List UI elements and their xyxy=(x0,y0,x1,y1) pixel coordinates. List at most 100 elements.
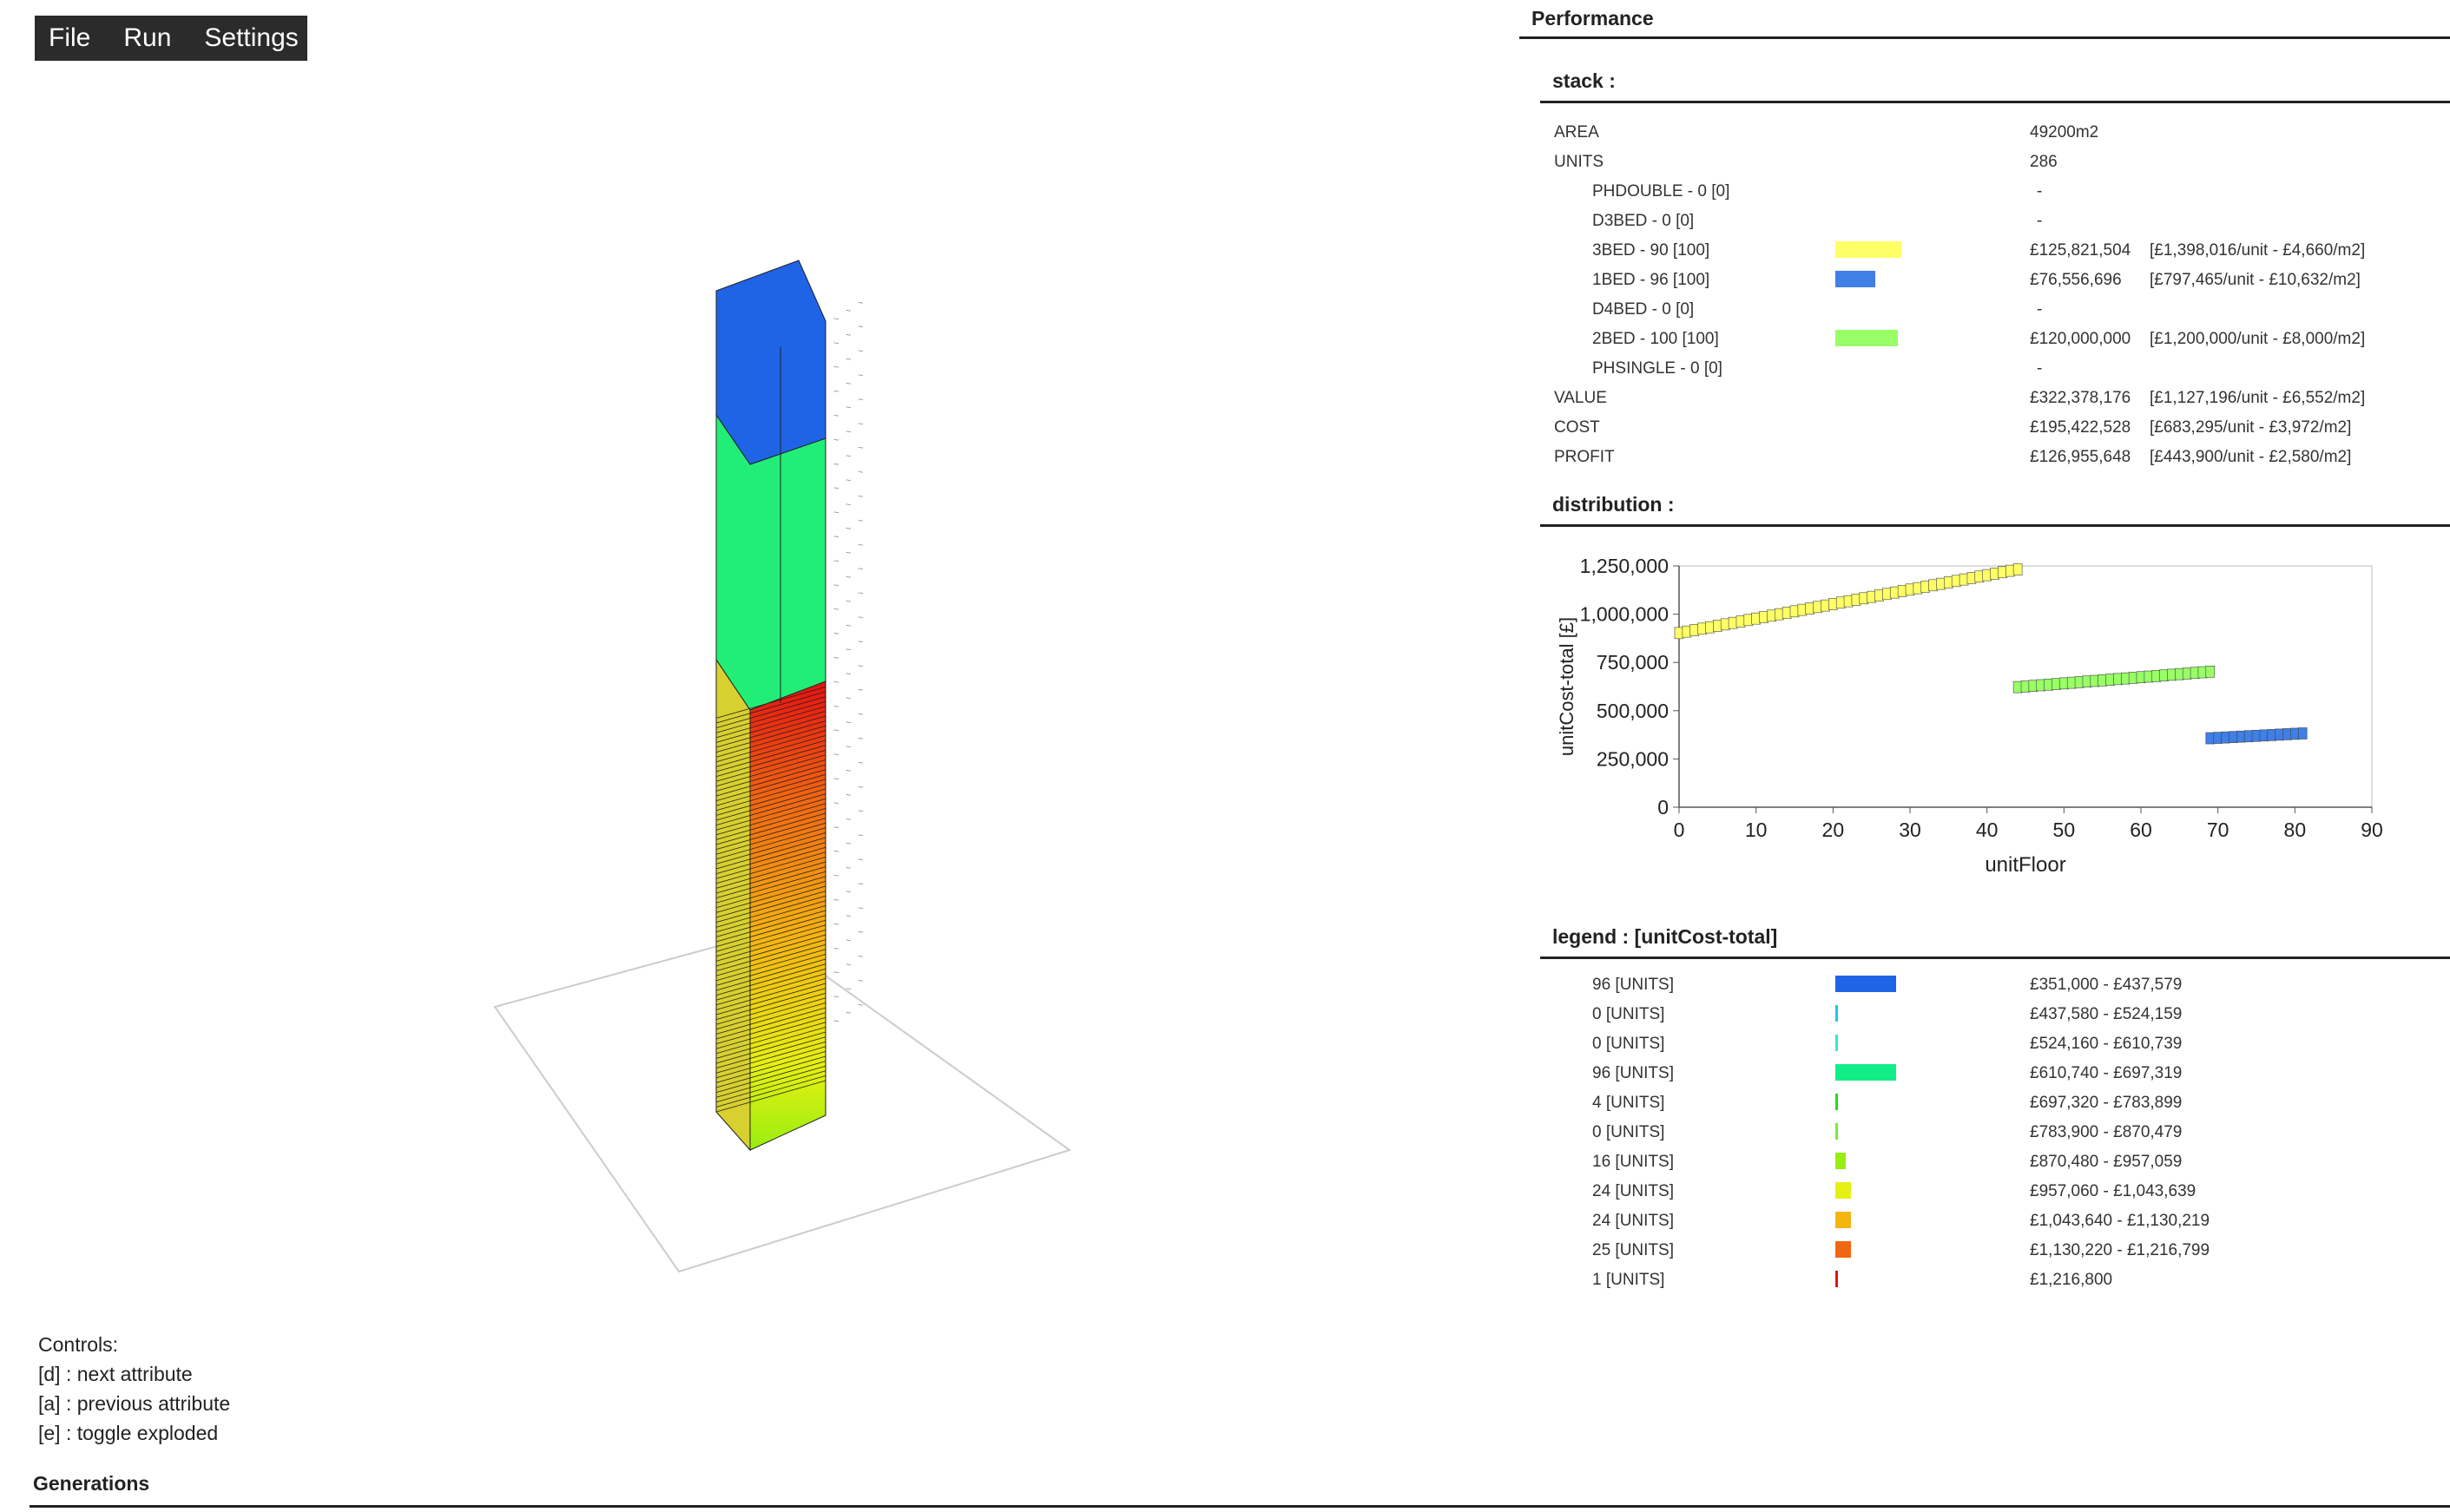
data-point xyxy=(2028,680,2038,692)
data-point xyxy=(1813,601,1822,614)
svg-text:~: ~ xyxy=(833,1016,839,1027)
data-point xyxy=(2275,728,2284,741)
data-point xyxy=(2074,676,2084,688)
svg-text:~: ~ xyxy=(833,774,839,785)
svg-text:~: ~ xyxy=(846,500,851,510)
data-point xyxy=(2012,563,2023,575)
data-point xyxy=(2259,729,2269,742)
unit-type-row: 1BED - 96 [100] £76,556,696 [£797,465/unit… xyxy=(1554,271,2422,300)
y-tick-label: 750,000 xyxy=(1597,651,1669,674)
unit-type-row: D3BED - 0 [0] - xyxy=(1554,212,2422,241)
svg-text:~: ~ xyxy=(858,661,863,672)
3d-viewport[interactable]: ~ ~ ~ ~ ~ ~ ~ ~ ~ ~ ~ ~ ~ ~ ~ ~ ~ ~ ~ ~ ~ ~ ~ ~ ~ ~ ~ ~ ~ ~ ~ ~ ~ ~ ~ ~ ~ ~ ~ ~… xyxy=(0,78,1476,1311)
data-point xyxy=(1697,622,1707,635)
legend-range: £697,320 - £783,899 xyxy=(2030,1094,2183,1112)
svg-text:~: ~ xyxy=(833,847,839,858)
svg-text:~: ~ xyxy=(833,435,839,445)
data-point xyxy=(1851,594,1861,606)
stack-divider xyxy=(1540,101,2450,103)
controls-line-prev: [a] : previous attribute xyxy=(38,1392,231,1415)
unit-type-value: - xyxy=(2037,300,2043,319)
svg-text:~: ~ xyxy=(833,363,839,373)
svg-text:~: ~ xyxy=(833,532,839,542)
x-tick-label: 10 xyxy=(1745,818,1768,841)
stack-area-row: AREA 49200m2 xyxy=(1554,123,2422,153)
cost-total: £195,422,528 xyxy=(2030,418,2131,437)
menu-settings[interactable]: Settings xyxy=(204,23,299,52)
svg-text:~: ~ xyxy=(846,524,851,535)
unit-type-row: PHDOUBLE - 0 [0] - xyxy=(1554,182,2422,212)
menu-file[interactable]: File xyxy=(49,23,91,52)
floor-labels: ~ ~ ~ ~ ~ ~ ~ ~ ~ ~ ~ ~ ~ ~ ~ ~ ~ ~ ~ ~ ~ ~ ~ ~ ~ ~ ~ ~ ~ ~ ~ ~ ~ ~ ~ ~ ~ ~ ~ ~… xyxy=(833,298,863,1027)
value-extra: [£1,127,196/unit - £6,552/m2] xyxy=(2150,389,2366,407)
unit-type-label: D4BED - 0 [0] xyxy=(1592,300,1695,319)
svg-text:~: ~ xyxy=(858,1000,863,1010)
unit-type-value: - xyxy=(2037,182,2043,201)
data-point xyxy=(1951,575,1961,588)
data-point xyxy=(2251,729,2262,742)
legend-row: 0 [UNITS] £783,900 - £870,479 xyxy=(1554,1123,2422,1153)
data-point xyxy=(1821,599,1830,612)
svg-text:~: ~ xyxy=(846,427,851,437)
svg-text:~: ~ xyxy=(846,911,851,922)
legend-bar xyxy=(1835,1212,1851,1228)
svg-text:~: ~ xyxy=(858,516,863,526)
data-point xyxy=(1713,620,1722,632)
legend-row: 96 [UNITS] £610,740 - £697,319 xyxy=(1554,1064,2422,1094)
x-tick-label: 50 xyxy=(2053,818,2076,841)
unit-type-value: £120,000,000 xyxy=(2030,330,2131,348)
svg-text:~: ~ xyxy=(846,476,851,486)
legend-row: 0 [UNITS] £437,580 - £524,159 xyxy=(1554,1005,2422,1035)
data-point xyxy=(1767,609,1776,622)
data-point xyxy=(1835,596,1846,609)
data-point xyxy=(2213,732,2223,744)
data-point xyxy=(2282,728,2292,740)
legend-bar xyxy=(1835,1241,1851,1258)
menu-run[interactable]: Run xyxy=(123,23,172,52)
svg-text:~: ~ xyxy=(858,613,863,623)
legend-bar xyxy=(1835,976,1896,992)
svg-text:~: ~ xyxy=(846,863,851,873)
svg-text:~: ~ xyxy=(833,654,839,664)
svg-text:~: ~ xyxy=(846,645,851,655)
performance-divider xyxy=(1519,36,2450,39)
units-label: UNITS xyxy=(1554,153,1604,171)
data-point xyxy=(1743,614,1754,627)
legend-range: £870,480 - £957,059 xyxy=(2030,1153,2183,1171)
controls-title: Controls: xyxy=(38,1333,119,1356)
svg-text:~: ~ xyxy=(833,629,839,640)
value-total: £322,378,176 xyxy=(2030,389,2131,407)
controls-help: Controls: [d] : next attribute [a] : pre… xyxy=(38,1330,230,1448)
legend-bar xyxy=(1835,1123,1838,1140)
data-point xyxy=(2090,674,2100,687)
data-point xyxy=(2098,674,2107,687)
svg-text:~: ~ xyxy=(833,677,839,687)
ground-plane xyxy=(493,931,1072,1273)
data-point xyxy=(2205,732,2216,745)
data-point xyxy=(2182,667,2192,680)
data-point xyxy=(2236,730,2246,743)
x-tick-label: 30 xyxy=(1899,818,1921,841)
data-point xyxy=(1789,605,1800,618)
svg-text:~: ~ xyxy=(858,710,863,720)
data-point xyxy=(1897,585,1907,597)
svg-text:~: ~ xyxy=(858,879,863,890)
svg-text:~: ~ xyxy=(833,750,839,760)
data-point xyxy=(2229,731,2238,743)
profit-extra: [£443,900/unit - £2,580/m2] xyxy=(2150,448,2352,466)
svg-text:~: ~ xyxy=(846,596,851,607)
svg-text:~: ~ xyxy=(846,1009,851,1019)
profit-label: PROFIT xyxy=(1554,448,1615,466)
x-tick-label: 0 xyxy=(1674,818,1685,841)
data-point xyxy=(1705,621,1715,634)
data-point xyxy=(2144,670,2154,683)
legend-range: £524,160 - £610,739 xyxy=(2030,1035,2183,1053)
svg-text:~: ~ xyxy=(858,734,863,745)
stack-title: stack : xyxy=(1552,69,1616,92)
svg-text:~: ~ xyxy=(846,838,851,849)
legend-range: £783,900 - £870,479 xyxy=(2030,1123,2183,1141)
svg-text:~: ~ xyxy=(833,896,839,906)
data-point xyxy=(1913,582,1923,595)
svg-text:~: ~ xyxy=(846,766,851,777)
svg-text:~: ~ xyxy=(858,855,863,865)
